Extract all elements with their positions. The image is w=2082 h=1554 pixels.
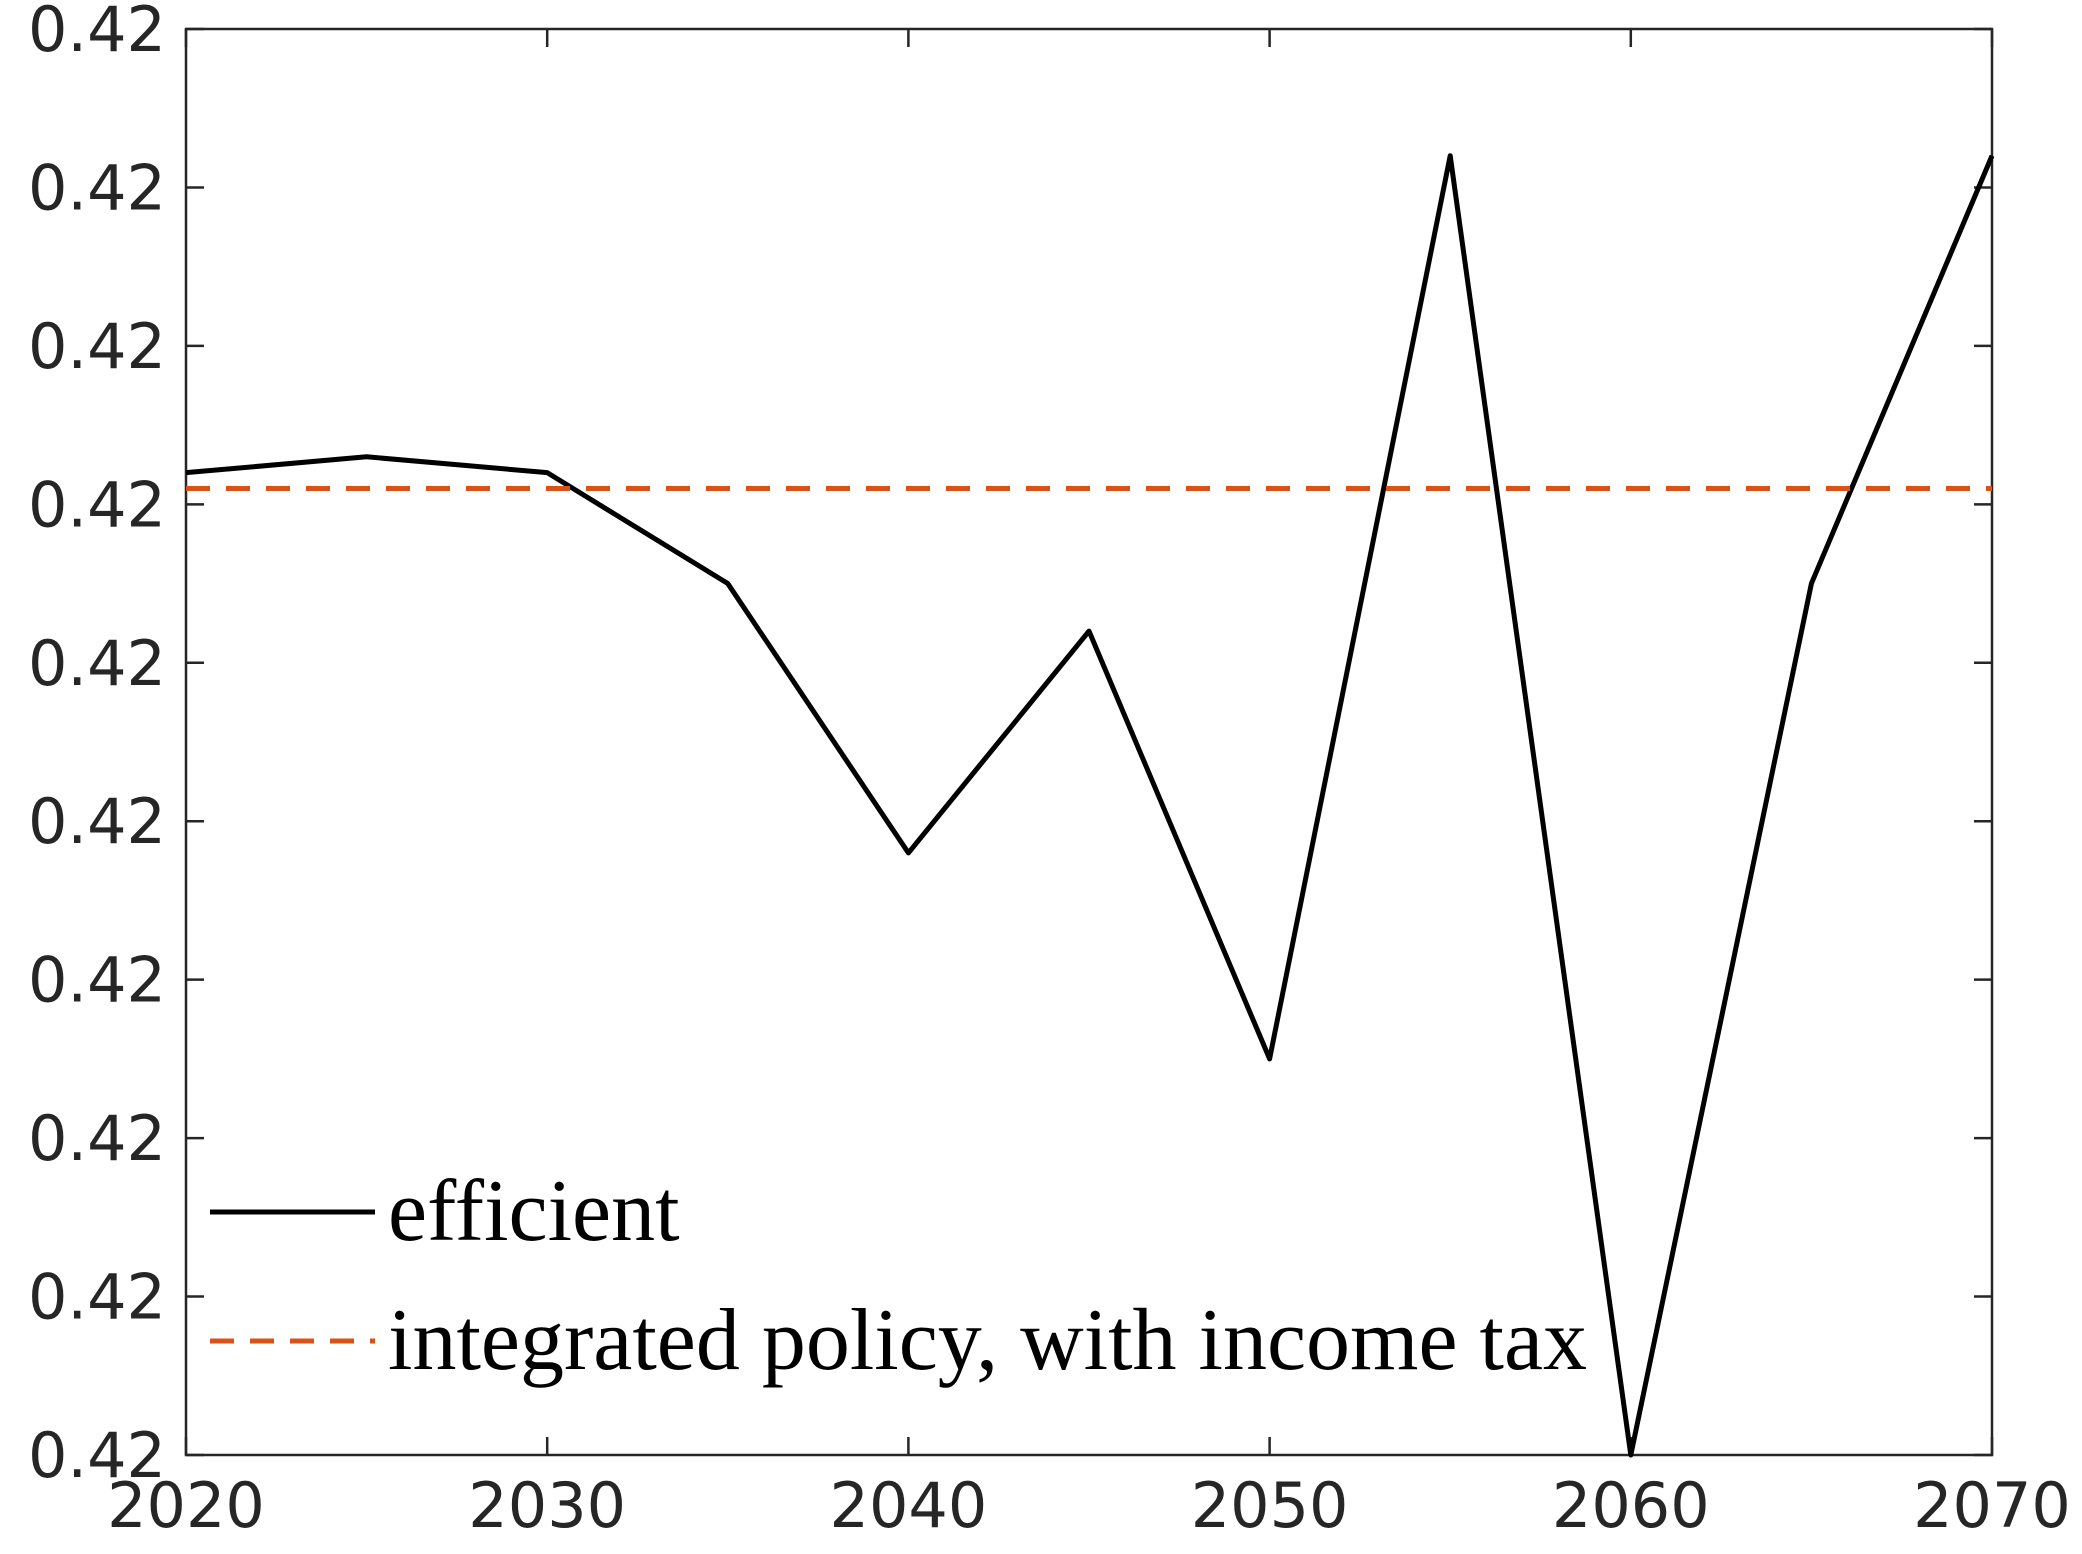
legend-label: integrated policy, with income tax (388, 1292, 1587, 1389)
x-tick-label: 2030 (468, 1469, 626, 1542)
y-tick-label: 0.42 (28, 468, 166, 541)
line-series (185, 153, 1995, 1458)
x-tick-label: 2060 (1552, 1469, 1710, 1542)
y-tick-label: 0.42 (28, 1419, 166, 1492)
legend-label: efficient (388, 1163, 680, 1260)
y-tick-label: 0.42 (28, 0, 166, 66)
y-tick-label: 0.42 (28, 1102, 166, 1175)
x-tick-label: 2070 (1913, 1469, 2071, 1542)
x-tick-label: 2050 (1191, 1469, 1349, 1542)
x-tick-label: 2020 (107, 1469, 265, 1542)
y-tick-label: 0.42 (28, 785, 166, 858)
y-tick-label: 0.42 (28, 627, 166, 700)
y-tick-label: 0.42 (28, 944, 166, 1017)
plot-area (184, 27, 1994, 1457)
y-tick-label: 0.42 (28, 1261, 166, 1334)
x-tick-label: 2040 (830, 1469, 988, 1542)
y-tick-label: 0.42 (28, 151, 166, 224)
y-tick-label: 0.42 (28, 310, 166, 383)
